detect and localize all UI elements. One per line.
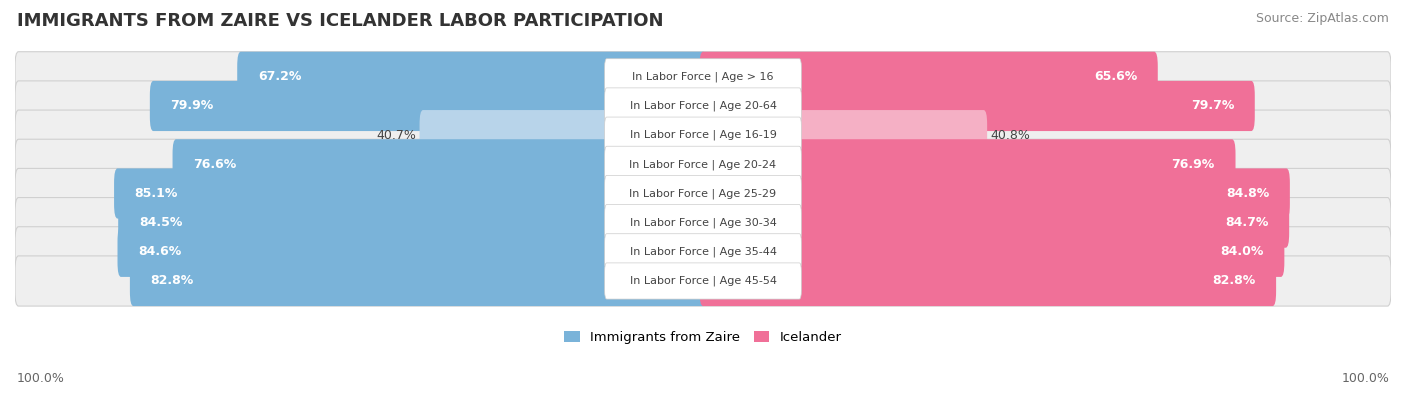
Text: 79.9%: 79.9% [170,100,214,113]
Text: In Labor Force | Age 20-24: In Labor Force | Age 20-24 [630,159,776,169]
Text: 40.7%: 40.7% [377,129,416,142]
Text: In Labor Force | Age 30-34: In Labor Force | Age 30-34 [630,217,776,228]
FancyBboxPatch shape [173,139,706,189]
FancyBboxPatch shape [700,198,1289,248]
Text: 82.8%: 82.8% [150,275,194,288]
Text: 100.0%: 100.0% [17,372,65,385]
Text: 84.0%: 84.0% [1220,245,1264,258]
Text: In Labor Force | Age 35-44: In Labor Force | Age 35-44 [630,246,776,257]
FancyBboxPatch shape [238,52,706,102]
FancyBboxPatch shape [118,198,706,248]
FancyBboxPatch shape [118,227,706,277]
FancyBboxPatch shape [129,256,706,306]
FancyBboxPatch shape [15,139,1391,189]
FancyBboxPatch shape [700,256,1277,306]
FancyBboxPatch shape [605,117,801,153]
FancyBboxPatch shape [15,81,1391,131]
FancyBboxPatch shape [15,198,1391,248]
FancyBboxPatch shape [605,175,801,212]
Text: IMMIGRANTS FROM ZAIRE VS ICELANDER LABOR PARTICIPATION: IMMIGRANTS FROM ZAIRE VS ICELANDER LABOR… [17,12,664,30]
FancyBboxPatch shape [15,227,1391,277]
Text: 82.8%: 82.8% [1212,275,1256,288]
Legend: Immigrants from Zaire, Icelander: Immigrants from Zaire, Icelander [564,331,842,344]
FancyBboxPatch shape [15,110,1391,160]
Text: In Labor Force | Age > 16: In Labor Force | Age > 16 [633,71,773,82]
Text: 76.9%: 76.9% [1171,158,1215,171]
Text: In Labor Force | Age 20-64: In Labor Force | Age 20-64 [630,101,776,111]
Text: 79.7%: 79.7% [1191,100,1234,113]
FancyBboxPatch shape [700,139,1236,189]
FancyBboxPatch shape [15,168,1391,218]
Text: In Labor Force | Age 16-19: In Labor Force | Age 16-19 [630,130,776,140]
FancyBboxPatch shape [15,52,1391,102]
Text: 84.5%: 84.5% [139,216,183,229]
FancyBboxPatch shape [700,168,1289,218]
Text: In Labor Force | Age 45-54: In Labor Force | Age 45-54 [630,276,776,286]
FancyBboxPatch shape [605,59,801,95]
Text: 76.6%: 76.6% [193,158,236,171]
Text: 84.7%: 84.7% [1225,216,1268,229]
FancyBboxPatch shape [700,81,1254,131]
FancyBboxPatch shape [605,146,801,182]
FancyBboxPatch shape [419,110,706,160]
Text: 67.2%: 67.2% [257,70,301,83]
FancyBboxPatch shape [700,110,987,160]
Text: 85.1%: 85.1% [135,187,179,200]
Text: 84.6%: 84.6% [138,245,181,258]
FancyBboxPatch shape [700,52,1157,102]
FancyBboxPatch shape [605,263,801,299]
Text: 40.8%: 40.8% [991,129,1031,142]
FancyBboxPatch shape [700,227,1284,277]
FancyBboxPatch shape [605,88,801,124]
Text: 65.6%: 65.6% [1094,70,1137,83]
FancyBboxPatch shape [605,234,801,270]
FancyBboxPatch shape [150,81,706,131]
Text: 84.8%: 84.8% [1226,187,1270,200]
Text: Source: ZipAtlas.com: Source: ZipAtlas.com [1256,12,1389,25]
Text: 100.0%: 100.0% [1341,372,1389,385]
Text: In Labor Force | Age 25-29: In Labor Force | Age 25-29 [630,188,776,199]
FancyBboxPatch shape [15,256,1391,306]
FancyBboxPatch shape [605,205,801,241]
FancyBboxPatch shape [114,168,706,218]
